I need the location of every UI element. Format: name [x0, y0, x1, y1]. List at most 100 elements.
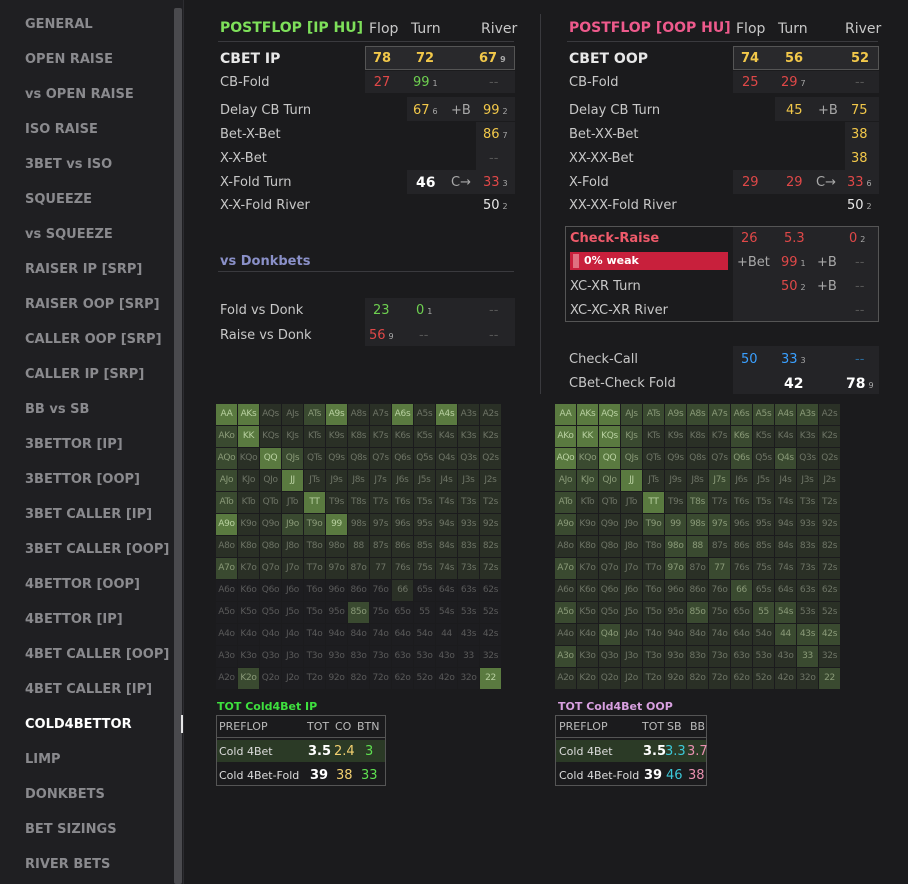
matrix-ip-cell[interactable]: 98s	[348, 514, 369, 535]
matrix-oop-cell[interactable]: QJo	[599, 470, 620, 491]
matrix-oop-cell[interactable]: 92s	[819, 514, 840, 535]
matrix-ip-cell[interactable]: 86o	[348, 580, 369, 601]
matrix-ip-cell[interactable]: A9o	[216, 514, 237, 535]
matrix-ip-cell[interactable]: A6o	[216, 580, 237, 601]
matrix-oop-cell[interactable]: 55	[753, 602, 774, 623]
sidebar-scrollbar[interactable]	[174, 8, 182, 884]
matrix-ip-cell[interactable]: J8s	[348, 470, 369, 491]
matrix-oop-cell[interactable]: 64s	[775, 580, 796, 601]
matrix-oop-cell[interactable]: 94o	[665, 624, 686, 645]
matrix-oop-cell[interactable]: AJs	[621, 404, 642, 425]
matrix-oop-cell[interactable]: A4o	[555, 624, 576, 645]
matrix-oop-cell[interactable]: T5s	[753, 492, 774, 513]
matrix-oop-cell[interactable]: AJo	[555, 470, 576, 491]
matrix-oop-cell[interactable]: A6o	[555, 580, 576, 601]
matrix-ip-cell[interactable]: Q8o	[260, 536, 281, 557]
matrix-oop-cell[interactable]: Q5s	[753, 448, 774, 469]
matrix-ip-cell[interactable]: Q6o	[260, 580, 281, 601]
sidebar-item[interactable]: SQUEEZE	[25, 192, 93, 207]
matrix-oop-cell[interactable]: 93o	[665, 646, 686, 667]
matrix-oop-cell[interactable]: 74s	[775, 558, 796, 579]
matrix-ip-cell[interactable]: KTo	[238, 492, 259, 513]
matrix-ip-cell[interactable]: KQs	[260, 426, 281, 447]
matrix-ip-cell[interactable]: T6s	[392, 492, 413, 513]
matrix-oop-cell[interactable]: J5o	[621, 602, 642, 623]
matrix-ip-cell[interactable]: AJo	[216, 470, 237, 491]
matrix-ip-cell[interactable]: 77	[370, 558, 391, 579]
matrix-oop-cell[interactable]: J6s	[731, 470, 752, 491]
matrix-ip-cell[interactable]: T4o	[304, 624, 325, 645]
matrix-ip-cell[interactable]: 92o	[326, 668, 347, 689]
matrix-oop-cell[interactable]: A2s	[819, 404, 840, 425]
matrix-ip-cell[interactable]: K4o	[238, 624, 259, 645]
sidebar-item[interactable]: OPEN RAISE	[25, 52, 114, 67]
sidebar-item[interactable]: vs OPEN RAISE	[25, 87, 134, 102]
sidebar-item[interactable]: DONKBETS	[25, 787, 105, 802]
matrix-oop-cell[interactable]: 74o	[709, 624, 730, 645]
matrix-oop-cell[interactable]: 99	[665, 514, 686, 535]
matrix-oop-cell[interactable]: Q3s	[797, 448, 818, 469]
matrix-ip-cell[interactable]: 73s	[458, 558, 479, 579]
matrix-oop-cell[interactable]: 43s	[797, 624, 818, 645]
matrix-ip-cell[interactable]: Q8s	[348, 448, 369, 469]
matrix-ip-cell[interactable]: 74s	[436, 558, 457, 579]
matrix-ip-cell[interactable]: 98o	[326, 536, 347, 557]
matrix-ip-cell[interactable]: 64o	[392, 624, 413, 645]
sidebar-item[interactable]: RIVER BETS	[25, 857, 111, 872]
matrix-oop-cell[interactable]: 87s	[709, 536, 730, 557]
matrix-ip-cell[interactable]: J7o	[282, 558, 303, 579]
matrix-ip-cell[interactable]: T2s	[480, 492, 501, 513]
matrix-ip-cell[interactable]: AKo	[216, 426, 237, 447]
matrix-ip-cell[interactable]: 82o	[348, 668, 369, 689]
matrix-ip-cell[interactable]: J5s	[414, 470, 435, 491]
matrix-oop-cell[interactable]: 32s	[819, 646, 840, 667]
matrix-oop-cell[interactable]: K5o	[577, 602, 598, 623]
matrix-ip-cell[interactable]: J7s	[370, 470, 391, 491]
matrix-ip-cell[interactable]: 88	[348, 536, 369, 557]
matrix-ip-cell[interactable]: 32s	[480, 646, 501, 667]
matrix-ip-cell[interactable]: A2s	[480, 404, 501, 425]
matrix-ip-cell[interactable]: A7o	[216, 558, 237, 579]
matrix-ip-cell[interactable]: Q5o	[260, 602, 281, 623]
sidebar-item[interactable]: CALLER OOP [SRP]	[25, 332, 162, 347]
matrix-ip-cell[interactable]: QTo	[260, 492, 281, 513]
matrix-ip-cell[interactable]: 95o	[326, 602, 347, 623]
matrix-oop-cell[interactable]: 83s	[797, 536, 818, 557]
matrix-oop-cell[interactable]: AQo	[555, 448, 576, 469]
matrix-oop-cell[interactable]: K9s	[665, 426, 686, 447]
matrix-oop-cell[interactable]: 84s	[775, 536, 796, 557]
sidebar-item[interactable]: 3BET vs ISO	[25, 157, 113, 172]
matrix-ip-cell[interactable]: JTs	[304, 470, 325, 491]
matrix-oop-cell[interactable]: Q8s	[687, 448, 708, 469]
matrix-oop-cell[interactable]: T4s	[775, 492, 796, 513]
matrix-ip-cell[interactable]: ATs	[304, 404, 325, 425]
sidebar-item[interactable]: GENERAL	[25, 17, 93, 32]
matrix-ip-cell[interactable]: J9s	[326, 470, 347, 491]
matrix-oop-cell[interactable]: Q7o	[599, 558, 620, 579]
matrix-ip-cell[interactable]: T7o	[304, 558, 325, 579]
matrix-ip-cell[interactable]: T3o	[304, 646, 325, 667]
matrix-oop-cell[interactable]: J2s	[819, 470, 840, 491]
matrix-oop-cell[interactable]: 33	[797, 646, 818, 667]
matrix-ip-cell[interactable]: J3o	[282, 646, 303, 667]
matrix-ip-cell[interactable]: 32o	[458, 668, 479, 689]
matrix-oop-cell[interactable]: 86o	[687, 580, 708, 601]
matrix-oop-cell[interactable]: T2s	[819, 492, 840, 513]
matrix-ip-cell[interactable]: 94o	[326, 624, 347, 645]
matrix-oop-cell[interactable]: A2o	[555, 668, 576, 689]
matrix-oop-cell[interactable]: 88	[687, 536, 708, 557]
matrix-oop-cell[interactable]: K9o	[577, 514, 598, 535]
matrix-oop-cell[interactable]: 72s	[819, 558, 840, 579]
sidebar-item[interactable]: 4BETTOR [OOP]	[25, 577, 140, 592]
matrix-oop-cell[interactable]: T3s	[797, 492, 818, 513]
matrix-ip-cell[interactable]: Q6s	[392, 448, 413, 469]
matrix-ip-cell[interactable]: QJo	[260, 470, 281, 491]
matrix-oop-cell[interactable]: K2s	[819, 426, 840, 447]
matrix-ip-cell[interactable]: K8o	[238, 536, 259, 557]
matrix-ip-cell[interactable]: 97o	[326, 558, 347, 579]
matrix-oop-cell[interactable]: K3s	[797, 426, 818, 447]
matrix-oop-cell[interactable]: 32o	[797, 668, 818, 689]
matrix-ip-cell[interactable]: K3s	[458, 426, 479, 447]
matrix-oop-cell[interactable]: J3o	[621, 646, 642, 667]
matrix-oop-cell[interactable]: QJs	[621, 448, 642, 469]
